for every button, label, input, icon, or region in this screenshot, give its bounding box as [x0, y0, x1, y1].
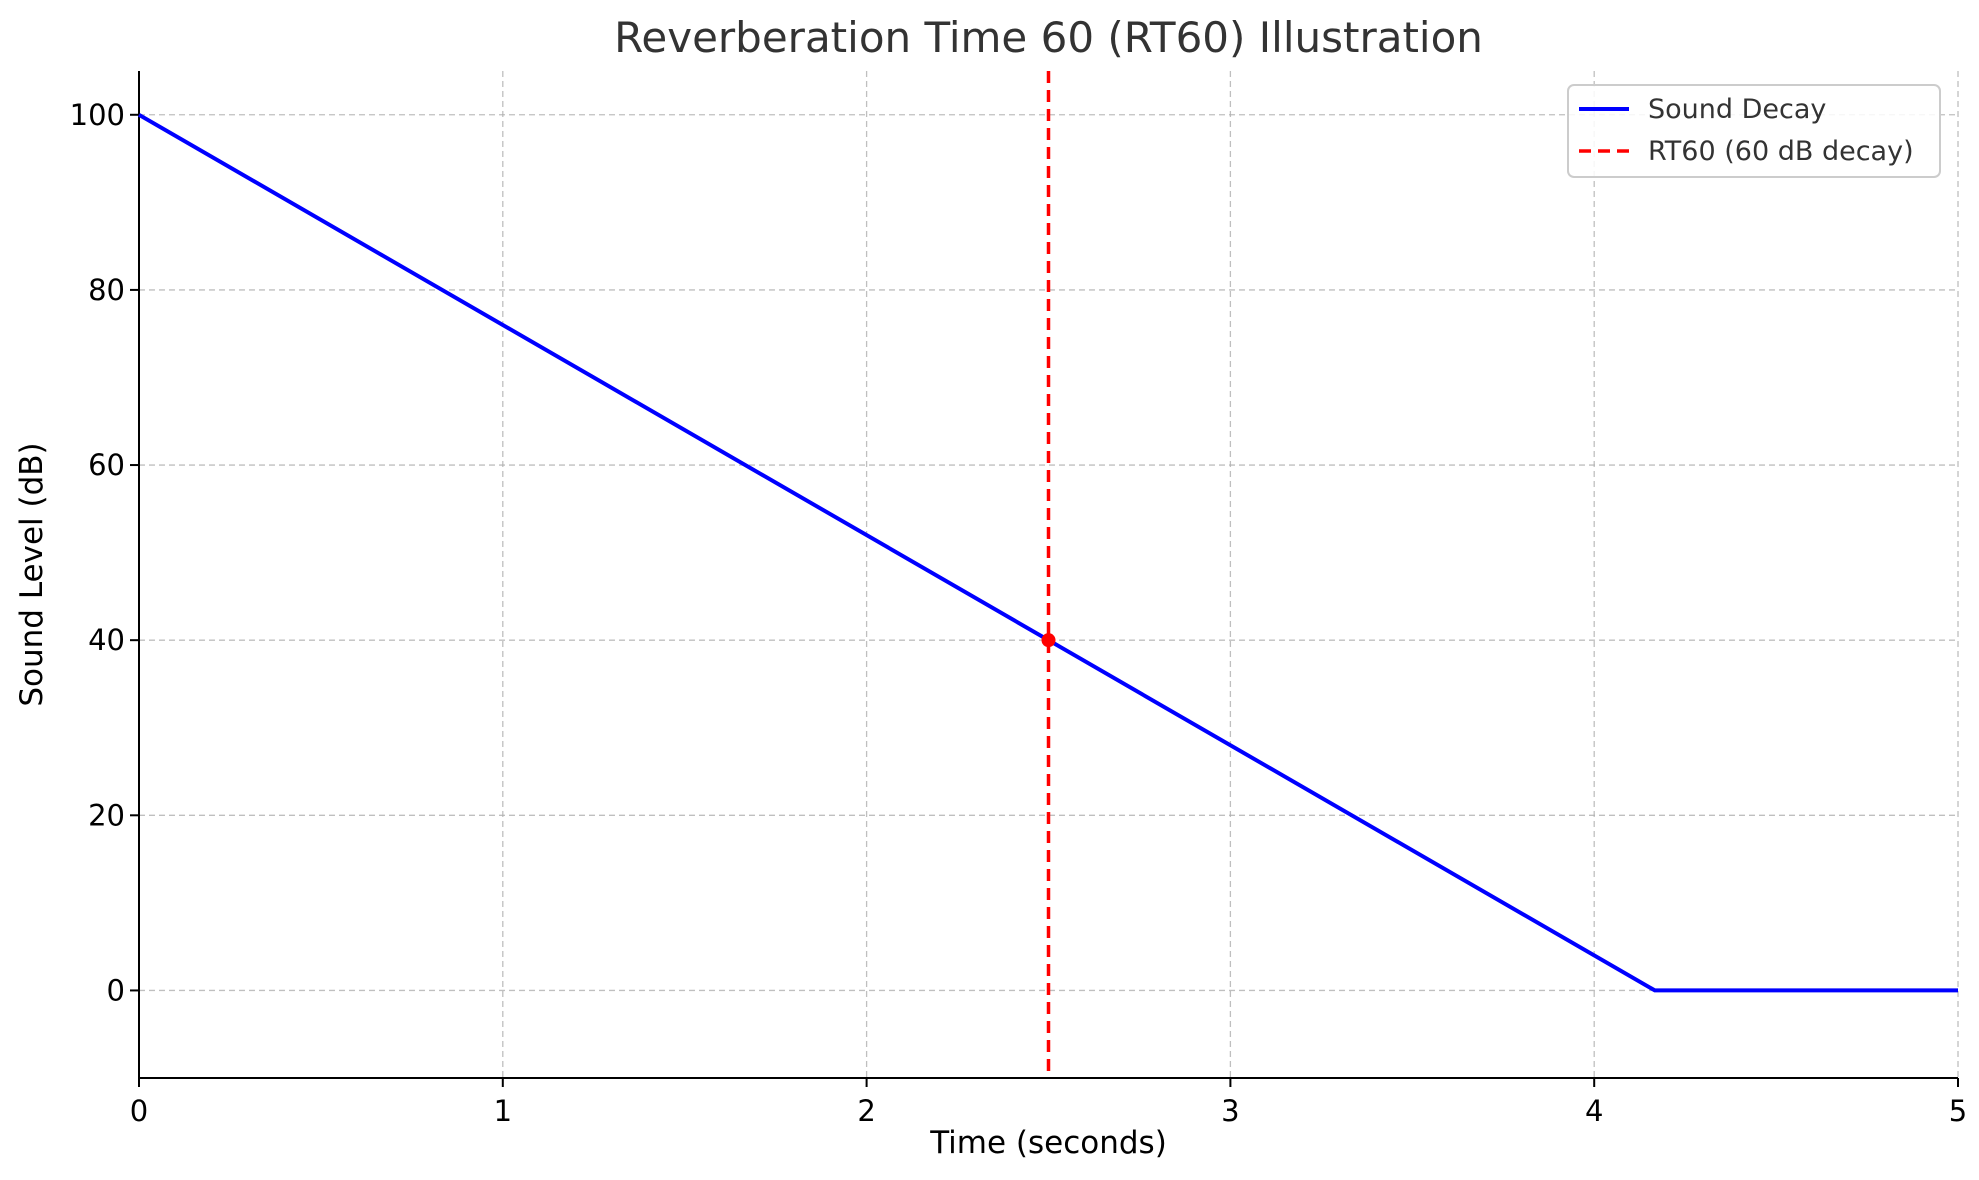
x-tick-label: 0 — [130, 1094, 148, 1128]
legend-label-sound-decay: Sound Decay — [1648, 94, 1826, 125]
x-tick-label: 4 — [1585, 1094, 1603, 1128]
y-axis-title: Sound Level (dB) — [14, 442, 50, 706]
sound-decay-line — [137, 113, 1958, 993]
axes — [138, 71, 1958, 1079]
x-tick-label: 5 — [1949, 1094, 1967, 1128]
plot-area — [137, 71, 1958, 1078]
y-tick-label: 0 — [107, 973, 125, 1007]
chart-title: Reverberation Time 60 (RT60) Illustratio… — [614, 13, 1483, 62]
y-tick-label: 60 — [88, 448, 125, 482]
legend-box — [1567, 84, 1941, 178]
legend: Sound Decay RT60 (60 dB decay) — [1567, 84, 1941, 178]
y-tick-label: 40 — [88, 623, 125, 657]
x-tick-label: 1 — [494, 1094, 512, 1128]
x-tick-label: 2 — [857, 1094, 875, 1128]
legend-label-rt60: RT60 (60 dB decay) — [1648, 136, 1914, 167]
x-tick-label: 3 — [1221, 1094, 1239, 1128]
y-tick-label: 20 — [88, 798, 125, 832]
x-axis-title: Time (seconds) — [929, 1125, 1167, 1161]
y-tick-label: 100 — [70, 98, 125, 132]
y-tick-label: 80 — [88, 273, 125, 307]
ticks: 0 1 2 3 4 5 0 20 40 60 80 100 — [70, 98, 1968, 1128]
rt60-intersection-point — [1041, 633, 1056, 648]
